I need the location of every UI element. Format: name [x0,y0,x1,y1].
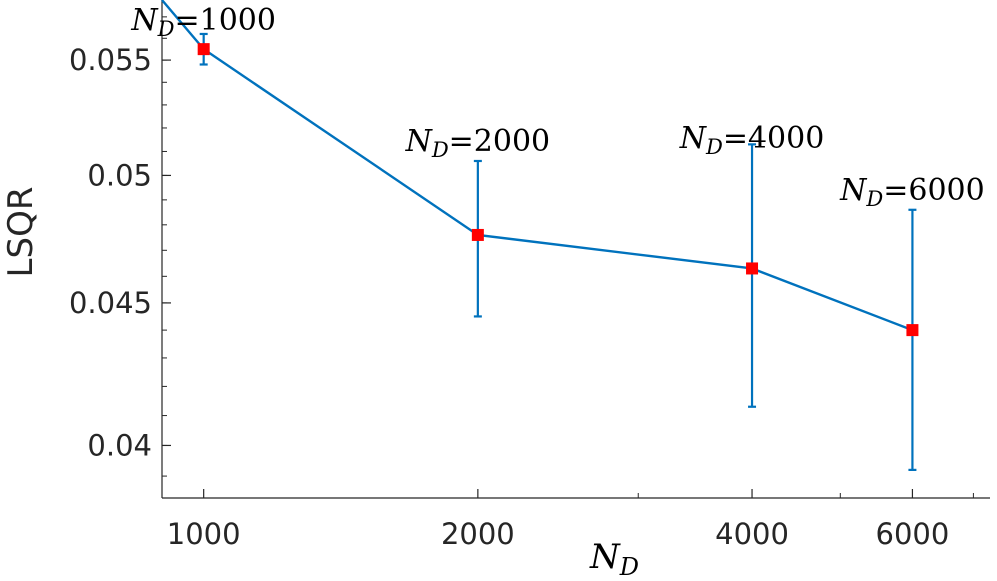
x-tick-label: 1000 [167,517,241,551]
x-tick-label: 4000 [715,517,789,551]
series-line [161,0,913,332]
annotation-value: =4000 [723,121,824,156]
y-tick-label: 0.04 [87,428,152,462]
annotation-subscript: D [865,187,883,211]
axes [161,0,990,499]
annotation-base: N [839,173,868,208]
annotation-subscript: D [431,138,449,162]
annotation-value: =6000 [883,173,984,208]
annotation-base: N [405,124,434,159]
annotation-value: =1000 [174,3,275,38]
y-axis-label: LSQR [1,187,41,278]
x-tick-label: 2000 [441,517,515,551]
y-tick-label: 0.055 [69,43,152,77]
x-axis-label-subscript: D [619,553,639,581]
data-point-marker [471,228,484,241]
ticks: 0.04 0.045 0.05 0.055 1000 2000 4000 6000 [69,16,974,551]
annotation-value: =2000 [449,124,550,159]
annotation-label: ND=4000 [679,121,825,159]
data-point-marker [197,43,210,56]
annotation-subscript: D [157,17,175,41]
data-point-marker [906,324,919,337]
annotation-base: N [130,3,159,38]
data-point-marker [746,262,759,275]
x-axis-label: ND [589,537,639,581]
x-axis-label-base: N [589,537,621,577]
labels: LSQR ND [1,187,639,581]
y-tick-label: 0.045 [69,286,152,320]
y-tick-label: 0.05 [87,158,152,192]
x-tick-label: 6000 [876,517,950,551]
annotation-base: N [679,121,708,156]
annotation-subscript: D [705,135,723,159]
annotation-label: ND=1000 [130,3,276,41]
annotation-label: ND=2000 [405,124,551,162]
annotation-label: ND=6000 [839,173,985,211]
